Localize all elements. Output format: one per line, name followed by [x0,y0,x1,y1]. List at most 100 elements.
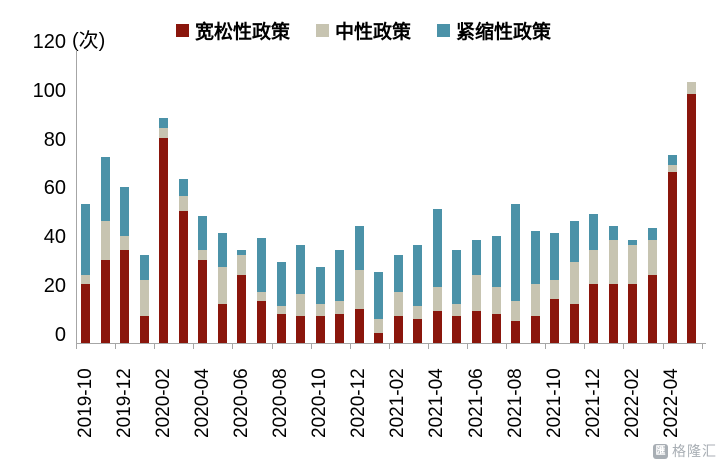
bar-segment-2022-02 [628,284,638,343]
bar-segment-2020-11 [335,301,345,314]
bar-segment-2021-06 [472,240,481,275]
bar-segment-2019-11 [100,220,110,260]
bar-segment-2021-06 [472,311,481,343]
bar-segment-2020-06 [237,255,247,275]
y-axis-tick-label: 80 [43,128,66,151]
y-axis-tick-label: 120 [32,30,66,53]
y-axis-unit-label: (次) [72,30,106,52]
bar-segment-2021-08 [511,321,521,343]
x-axis-tick [584,343,586,349]
bar-segment-2019-11 [100,157,110,221]
bar-segment-2020-08 [276,313,286,343]
x-axis-tick [115,343,117,349]
bar-segment-2021-03 [413,306,423,319]
y-axis-tick-label: 60 [43,177,66,200]
bar-segment-2021-07 [491,235,501,287]
bar-segment-2022-01 [608,284,618,343]
x-axis-tick [349,343,351,349]
bar-segment-2020-02 [159,128,169,138]
easing-swatch-icon [176,24,189,37]
x-axis-tick [76,343,77,349]
x-axis-label: 2019-10 [74,368,96,438]
legend-item-neutral: 中性政策 [316,17,411,44]
bar-segment-2019-11 [100,259,110,343]
bar-segment-2022-03 [647,228,657,241]
x-axis-label: 2022-04 [661,368,682,438]
bar-segment-2020-07 [256,301,266,343]
legend-label: 宽松性政策 [195,22,291,43]
bar-segment-2020-09 [296,245,306,295]
bar-segment-2020-11 [335,250,345,302]
bar-segment-2020-04 [198,259,208,343]
x-axis-tick [154,343,156,349]
x-axis-tick [271,343,273,349]
x-axis-label: 2020-10 [309,368,331,438]
bar-segment-2020-04 [198,250,208,260]
bar-segment-2020-05 [217,267,227,304]
y-axis-tick-label: 0 [54,324,66,346]
legend-label: 紧缩性政策 [456,22,552,43]
bar-segment-2020-05 [217,303,227,343]
bar-segment-2021-02 [393,316,403,343]
bar-segment-2022-02 [628,245,638,285]
bar-segment-2020-01 [139,316,149,343]
bar-segment-2021-01 [374,272,384,319]
bar-segment-2021-08 [511,301,521,322]
bar-segment-2021-09 [530,284,540,317]
legend-label: 中性政策 [335,22,412,43]
bar-segment-2021-01 [374,318,384,334]
bar-segment-2020-11 [335,313,345,343]
bar-segment-2020-12 [354,225,364,270]
x-axis-label: 2021-06 [465,368,487,438]
bar-segment-2022-04 [667,154,677,165]
neutral-swatch-icon [316,24,330,37]
bar-segment-2020-05 [217,233,227,268]
bar-segment-2022-05 [687,93,697,343]
bar-segment-2021-07 [491,286,501,314]
x-axis-line [76,343,706,344]
bar-segment-2021-01 [374,333,384,343]
bar-segment-2019-12 [120,186,130,236]
bar-segment-2019-10 [81,274,90,285]
x-axis-tick [545,343,547,349]
x-axis-label: 2020-04 [191,368,213,438]
bar-segment-2022-03 [647,274,657,343]
x-axis-tick [506,343,508,349]
bar-segment-2020-09 [296,316,306,343]
watermark-text: 格隆汇 [672,443,717,459]
bar-segment-2021-12 [589,250,599,285]
x-axis-tick [193,343,195,349]
bar-segment-2021-05 [452,250,462,304]
bar-segment-2020-06 [237,274,247,343]
bar-segment-2020-08 [276,262,286,307]
bar-segment-2021-09 [530,316,540,343]
bar-segment-2020-01 [139,279,149,317]
x-axis-tick [232,343,234,349]
x-axis-tick [623,343,625,349]
bar-segment-2020-07 [256,238,266,292]
bar-segment-2021-04 [432,208,442,287]
x-axis-label: 2020-06 [230,368,252,438]
bar-segment-2021-03 [413,318,423,343]
bar-segment-2021-04 [432,311,442,343]
bar-segment-2020-10 [315,316,325,343]
x-axis-label: 2019-12 [113,368,135,438]
bar-segment-2021-09 [530,230,540,285]
bar-segment-2022-01 [608,225,618,241]
y-axis-tick-label: 40 [43,226,66,249]
bar-segment-2021-11 [569,262,579,304]
bar-segment-2022-03 [647,240,657,275]
bar-segment-2022-05 [687,81,697,94]
bar-segment-2021-05 [452,316,462,343]
bar-segment-2020-08 [276,306,286,314]
bar-segment-2020-04 [198,216,208,251]
bar-segment-2021-11 [569,303,579,343]
legend-item-tightening: 紧缩性政策 [437,17,551,44]
bar-segment-2021-04 [432,286,442,312]
x-axis-label: 2021-04 [426,368,448,438]
x-axis-label: 2021-10 [543,368,565,438]
bar-segment-2020-12 [354,269,364,309]
bar-segment-2021-11 [569,220,579,263]
bar-segment-2020-09 [296,294,306,317]
